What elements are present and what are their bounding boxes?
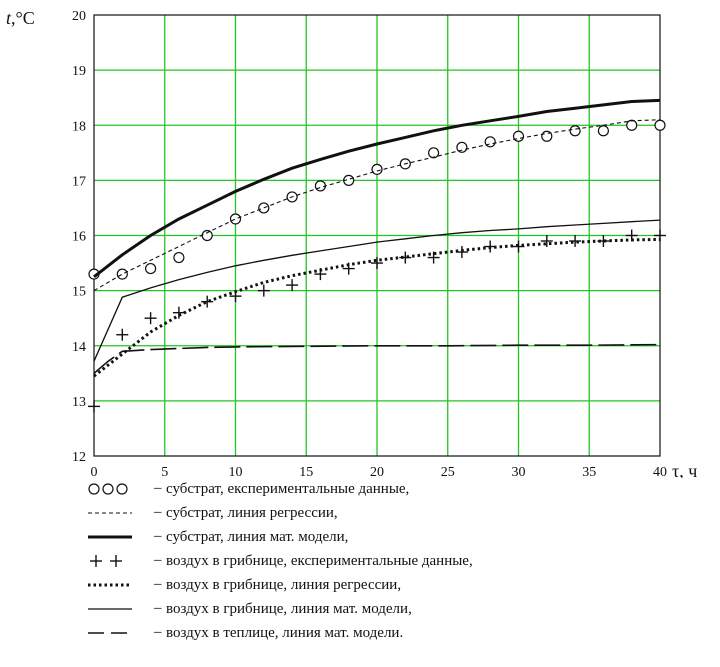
legend-dash: – <box>154 504 162 520</box>
data-point-cross <box>540 235 553 248</box>
legend: – субстрат, експериментальные данные, – суб… <box>86 478 706 646</box>
series-sub_model <box>93 98 661 278</box>
data-point-circle <box>597 125 610 137</box>
data-point-cross <box>399 251 412 264</box>
legend-label: воздух в теплице, линия мат. модели. <box>166 625 404 641</box>
legend-item: – субстрат, линия регрессии, <box>86 502 706 526</box>
y-axis-title: t,°C <box>6 8 35 28</box>
legend-label: воздух в грибнице, линия мат. модели, <box>166 601 412 617</box>
y-tick-label: 15 <box>72 285 86 300</box>
legend-dash: – <box>154 480 162 496</box>
series-group <box>88 98 666 413</box>
data-point-cross <box>257 284 270 297</box>
data-point-circle <box>428 147 440 159</box>
series-line <box>93 219 661 362</box>
series-air_reg <box>93 237 661 378</box>
x-tick-label: 15 <box>299 465 313 478</box>
legend-item: – воздух в грибнице, линия регрессии, <box>86 574 706 598</box>
legend-item: – воздух в теплице, линия мат. модели. <box>86 622 706 646</box>
y-tick-label: 16 <box>72 230 86 245</box>
x-axis-title: τ, ч <box>672 461 697 478</box>
y-tick-label: 20 <box>72 9 86 24</box>
legend-swatch <box>88 608 132 610</box>
x-tick-label: 35 <box>582 465 596 478</box>
legend-item: – воздух в грибнице, линия мат. модели, <box>86 598 706 622</box>
x-tick-label: 40 <box>653 465 667 478</box>
series-greenhouse_model <box>93 343 661 374</box>
data-point-circle <box>654 119 666 131</box>
data-point-circle <box>512 130 525 142</box>
data-point-circle <box>371 163 383 175</box>
legend-swatch <box>88 583 132 587</box>
x-tick-label: 30 <box>512 465 526 478</box>
y-tick-label: 13 <box>72 395 86 410</box>
series-line <box>93 237 661 378</box>
data-point-circle <box>173 251 185 264</box>
data-point-circle <box>229 213 242 225</box>
legend-item: – субстрат, експериментальные данные, <box>86 478 706 502</box>
y-tick-label: 19 <box>72 64 86 79</box>
data-point-circle <box>626 119 638 131</box>
data-point-circle <box>569 125 581 137</box>
legend-dash: – <box>154 600 162 616</box>
x-tick-label: 20 <box>370 465 384 478</box>
x-tick-label: 5 <box>161 465 168 478</box>
data-point-circle <box>456 141 468 153</box>
legend-dash: – <box>154 576 162 592</box>
legend-item: – воздух в грибнице, експериментальные да… <box>86 550 706 574</box>
series-sub_reg <box>93 119 661 292</box>
data-point-cross <box>144 312 157 325</box>
data-point-cross <box>88 400 100 413</box>
series-sub_exp <box>88 119 666 280</box>
legend-swatch <box>88 483 128 495</box>
legend-dash: – <box>154 624 162 640</box>
y-axis-title-symbol: t <box>6 8 12 28</box>
series-air_model <box>93 219 661 362</box>
data-point-cross <box>116 328 129 341</box>
y-tick-label: 12 <box>72 450 86 465</box>
data-point-cross <box>286 279 299 292</box>
y-tick-label: 18 <box>72 119 86 134</box>
y-tick-label: 14 <box>72 340 86 355</box>
series-line <box>93 119 661 292</box>
grid <box>94 15 660 456</box>
legend-swatch <box>88 535 132 539</box>
legend-label: воздух в грибнице, линия регрессии, <box>166 577 402 593</box>
legend-label: субстрат, линия мат. модели, <box>166 529 349 545</box>
legend-swatch <box>88 632 132 634</box>
y-tick-label: 17 <box>72 174 86 189</box>
data-point-cross <box>427 251 440 264</box>
series-line <box>93 98 661 278</box>
legend-dash: – <box>154 552 162 568</box>
series-line <box>93 343 661 374</box>
data-point-circle <box>314 180 326 192</box>
legend-item: – субстрат, линия мат. модели, <box>86 526 706 550</box>
data-point-circle <box>145 262 157 275</box>
data-point-circle <box>201 229 213 242</box>
legend-swatch <box>88 512 132 514</box>
x-tick-label: 25 <box>441 465 455 478</box>
data-point-circle <box>116 268 128 280</box>
legend-label: воздух в грибнице, експериментальные дан… <box>166 553 473 569</box>
legend-dash: – <box>154 528 162 544</box>
data-point-cross <box>172 306 185 319</box>
y-axis-title-unit: ,°C <box>11 8 35 28</box>
tick-labels: 0 5 10 15 20 25 30 35 40 12 13 14 15 16 17 18 19 20 <box>72 9 667 478</box>
legend-swatch <box>90 555 122 567</box>
legend-label: субстрат, линия регрессии, <box>166 505 338 521</box>
data-point-cross <box>371 257 383 270</box>
x-tick-label: 10 <box>229 465 243 478</box>
legend-label: субстрат, експериментальные данные, <box>166 481 410 497</box>
x-tick-label: 0 <box>91 465 98 478</box>
